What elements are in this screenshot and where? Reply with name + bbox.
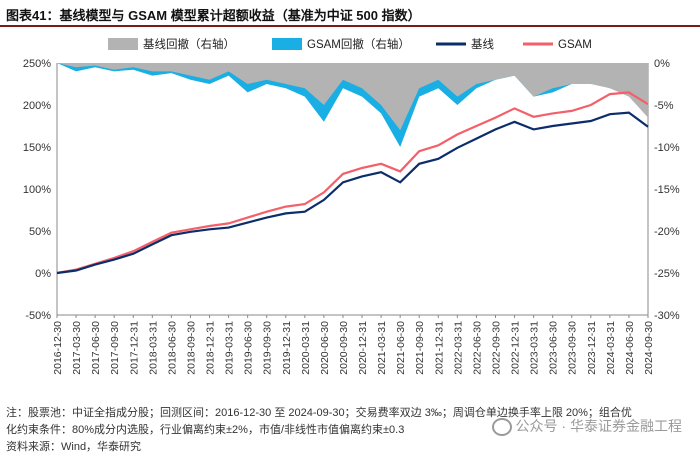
wechat-icon [491, 418, 512, 437]
x-tick-label: 2023-06-30 [548, 321, 560, 375]
x-tick-label: 2019-06-30 [243, 321, 255, 375]
source-line: 资料来源：Wind，华泰研究 [6, 441, 142, 453]
left-tick-label: -50% [25, 310, 51, 322]
x-tick-label: 2021-09-30 [414, 321, 426, 375]
left-tick-label: 100% [23, 184, 51, 196]
watermark-text: 公众号 · 华泰证券金融工程 [515, 418, 682, 434]
x-tick-label: 2018-09-30 [185, 321, 197, 375]
excess-return-chart: -50% 0% 50% 100% 150% 200% 250% -30% -25% -20% -15… [23, 37, 680, 375]
right-tick-label: -10% [654, 142, 680, 154]
x-tick-label: 2019-03-31 [224, 321, 236, 375]
right-tick-label: -5% [654, 100, 674, 112]
x-tick-label: 2017-09-30 [109, 321, 121, 375]
watermark: 公众号 · 华泰证券金融工程 [491, 416, 682, 437]
figure-title-text: 基线模型与 GSAM 模型累计超额收益（基准为中证 500 指数） [59, 8, 421, 23]
x-tick-label: 2016-12-30 [52, 321, 64, 375]
x-tick-label: 2024-09-30 [643, 321, 655, 375]
x-tick-label: 2020-03-31 [300, 321, 312, 375]
left-tick-label: 150% [23, 142, 51, 154]
base-drawdown-area [57, 63, 648, 131]
x-tick-label: 2017-03-30 [71, 321, 83, 375]
x-tick-label: 2017-06-30 [90, 321, 102, 375]
note-line-2: 化约束条件：80%成分内选股，行业偏离约束±2%，市值/非线性市值偏离约束±0.… [6, 424, 405, 436]
left-tick-label: 250% [23, 58, 51, 70]
right-tick-label: -15% [654, 184, 680, 196]
x-tick-label: 2023-03-31 [529, 321, 541, 375]
x-tick-label: 2021-06-30 [395, 321, 407, 375]
legend-gsam-drawdown-label: GSAM回撤（右轴） [307, 37, 410, 51]
x-tick-label: 2022-06-30 [471, 321, 483, 375]
x-tick-label: 2021-03-31 [376, 321, 388, 375]
note-line-1: 注：股票池：中证全指成分股；回测区间：2016-12-30 至 2024-09-… [6, 407, 632, 419]
x-tick-label: 2017-12-31 [128, 321, 140, 375]
legend-base-drawdown-label: 基线回撤（右轴） [143, 37, 235, 51]
x-tick-label: 2022-03-31 [452, 321, 464, 375]
x-tick-label: 2024-03-31 [605, 321, 617, 375]
title-rule [0, 25, 700, 27]
right-tick-label: 0% [654, 58, 670, 70]
gsam-line [56, 91, 649, 275]
legend-base-drawdown-swatch [108, 38, 138, 50]
figure-title: 图表41：基线模型与 GSAM 模型累计超额收益（基准为中证 500 指数） [6, 5, 421, 24]
right-tick-label: -20% [654, 226, 680, 238]
x-tick-label: 2018-12-31 [205, 321, 217, 375]
legend-gsam-label: GSAM [558, 39, 592, 51]
x-tick-label: 2018-06-30 [166, 321, 178, 375]
right-tick-label: -25% [654, 268, 680, 280]
x-tick-label: 2022-09-30 [490, 321, 502, 375]
x-tick-label: 2024-06-30 [624, 321, 636, 375]
legend-gsam-drawdown-swatch [272, 38, 302, 50]
x-tick-label: 2021-12-31 [433, 321, 445, 375]
left-tick-label: 50% [29, 226, 51, 238]
x-tick-label: 2020-06-30 [319, 321, 331, 375]
x-tick-label: 2019-09-30 [262, 321, 274, 375]
left-tick-label: 0% [35, 268, 51, 280]
base-line [56, 111, 649, 275]
right-tick-label: -30% [654, 310, 680, 322]
x-tick-label: 2023-12-31 [586, 321, 598, 375]
x-tick-label: 2019-12-31 [281, 321, 293, 375]
x-tick-label: 2018-03-31 [147, 321, 159, 375]
figure-label: 图表41： [6, 8, 60, 23]
x-tick-label: 2020-12-31 [357, 321, 369, 375]
legend-base-label: 基线 [471, 37, 494, 51]
left-tick-label: 200% [23, 100, 51, 112]
x-tick-label: 2023-09-30 [567, 321, 579, 375]
x-tick-label: 2022-12-31 [510, 321, 522, 375]
x-tick-label: 2020-09-30 [338, 321, 350, 375]
